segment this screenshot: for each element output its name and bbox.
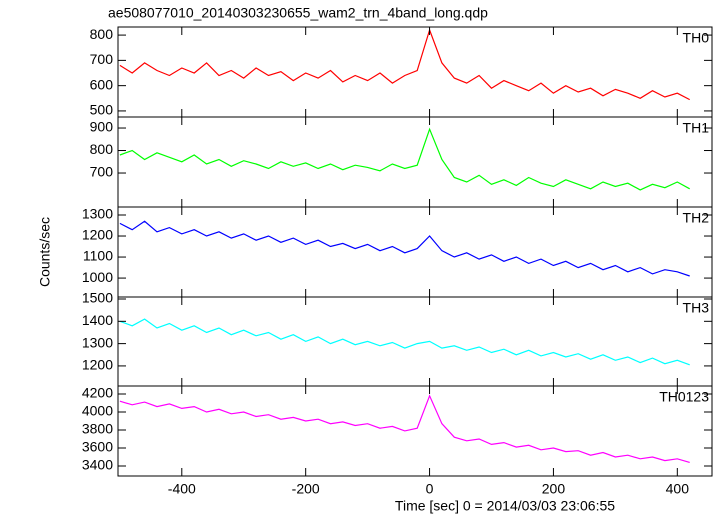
- chart-title: ae508077010_20140303230655_wam2_trn_4ban…: [108, 5, 488, 21]
- light-curve: [119, 220, 690, 277]
- y-tick-label: 1300: [82, 206, 113, 222]
- x-tick-label: 0: [426, 481, 434, 497]
- light-curve: [119, 318, 690, 366]
- x-tick-label: -200: [292, 481, 320, 497]
- y-tick-label: 1000: [82, 269, 113, 285]
- y-tick-label: 4200: [82, 385, 113, 401]
- y-tick-label: 500: [90, 102, 114, 118]
- panel-label: TH0: [683, 30, 710, 46]
- light-curve: [119, 127, 690, 191]
- panel-label: TH0123: [659, 389, 709, 405]
- panel-label: TH2: [683, 210, 710, 226]
- panel-frame: [117, 206, 713, 298]
- y-tick-label: 800: [90, 26, 114, 42]
- light-curve: [119, 394, 690, 463]
- y-axis-label: Counts/sec: [37, 217, 53, 287]
- y-tick-label: 900: [90, 119, 114, 135]
- x-tick-label: 400: [666, 481, 690, 497]
- y-tick-label: 4000: [82, 403, 113, 419]
- y-tick-label: 1100: [83, 248, 113, 264]
- y-tick-label: 3400: [82, 457, 113, 473]
- y-tick-label: 800: [90, 141, 114, 157]
- panel-frame: [117, 116, 713, 208]
- y-tick-label: 1400: [82, 312, 113, 328]
- x-tick-label: 200: [542, 481, 566, 497]
- y-tick-label: 3600: [82, 439, 113, 455]
- light-curve: [119, 28, 690, 101]
- y-tick-label: 700: [90, 164, 114, 180]
- y-tick-label: 600: [90, 76, 114, 92]
- y-tick-label: 1200: [82, 227, 113, 243]
- y-tick-label: 3800: [82, 421, 113, 437]
- y-tick-label: 1500: [82, 290, 113, 306]
- panel-label: TH1: [683, 120, 710, 136]
- x-axis-label: Time [sec] 0 = 2014/03/03 23:06:55: [395, 498, 615, 514]
- y-tick-label: 1300: [82, 334, 113, 350]
- panel-frame: [117, 385, 713, 477]
- panel-label: TH3: [683, 300, 710, 316]
- x-tick-label: -400: [168, 481, 196, 497]
- y-tick-label: 700: [90, 51, 114, 67]
- y-tick-label: 1200: [82, 357, 113, 373]
- panel-frame: [117, 296, 713, 387]
